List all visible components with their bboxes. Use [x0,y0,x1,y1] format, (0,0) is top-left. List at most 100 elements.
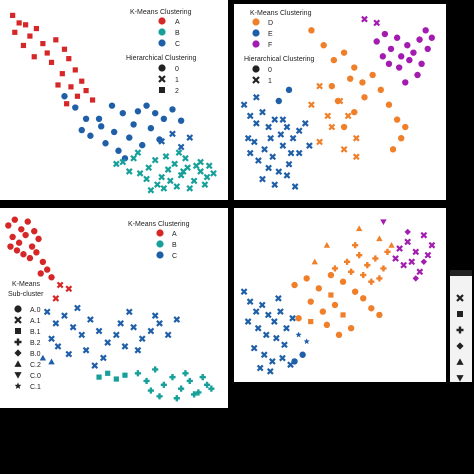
scatter-point-B-plus [152,366,159,373]
cut-legend-marker-x [456,294,464,302]
scatter-point-B-square [105,370,111,376]
scatter-point-A-square [20,42,27,49]
scatter-point-D-triangle-up [388,242,395,248]
scatter-point-D-x [352,153,360,161]
scatter-point-E-circle [299,351,306,358]
scatter-point-A-circle [28,243,36,250]
scatter-point-B-x [160,184,168,192]
scatter-point-A-square [55,82,61,88]
scatter-point-A-circle [5,222,12,229]
scatter-point-C-x [52,319,60,327]
scatter-point-C-x [164,331,172,339]
scatter-point-A-circle [22,231,29,239]
scatter-point-C-x [169,130,176,138]
scatter-point-D-circle [360,295,367,302]
scatter-point-D-circle [361,94,368,101]
legend-box [238,6,328,90]
legend-hue-label: A [172,231,177,238]
scatter-point-F-x [428,241,436,249]
scatter-point-E-x [254,324,262,332]
scatter-point-F-circle [428,34,435,41]
scatter-point-B-x [171,160,179,168]
scatter-point-D-x [352,134,360,142]
scatter-point-B-plus [208,385,215,392]
scatter-point-D-circle [320,42,327,49]
legend-marker-diamond [14,349,22,357]
scatter-point-C-circle [115,147,122,154]
scatter-point-C-circle [110,128,118,136]
scatter-point-E-x [306,142,313,150]
scatter-point-B-x [166,177,174,185]
scatter-point-D-plus [364,262,371,269]
scatter-point-E-x [277,131,285,138]
scatter-point-B-x [158,173,166,181]
scatter-point-A-x [52,295,60,302]
cut-legend-marker-square [457,311,463,317]
scatter-point-D-circle [368,305,375,312]
scatter-point-A-square [89,97,96,103]
scatter-point-C-circle [98,123,105,130]
scatter-point-C-x [54,343,62,350]
scatter-point-E-x [265,164,272,172]
cut-legend-marker-plus [456,326,464,334]
scatter-point-B-x [177,171,185,179]
scatter-point-A-circle [35,235,42,243]
scatter-point-F-x [361,15,368,23]
legend-marker-x [252,76,260,84]
legend-hue-label: B [172,242,177,249]
scatter-point-B-plus [186,377,193,385]
scatter-point-D-circle [328,82,336,90]
scatter-point-C-x [151,312,159,320]
scatter-point-F-circle [381,30,389,38]
scatter-point-D-circle [389,146,397,153]
scatter-point-A-circle [15,239,23,246]
legend-style-label: 0 [175,66,179,73]
scatter-point-F-diamond [420,258,428,265]
scatter-point-C-x [147,327,155,335]
scatter-point-F-circle [402,79,409,86]
scatter-point-E-x [270,318,278,325]
scatter-point-D-circle [402,123,409,131]
chart-marks [5,12,436,402]
scatter-point-A-circle [13,247,21,254]
scatter-point-F-x [396,245,403,252]
scatter-point-B-x [210,169,217,177]
scatter-point-E-x [256,364,264,372]
scatter-point-F-diamond [404,228,411,236]
scatter-point-D-circle [291,281,298,289]
scatter-point-B-x [112,160,120,168]
scatter-point-D-triangle-up [376,235,383,242]
legend-marker-x [14,316,22,324]
scatter-point-F-triangle-down [380,219,387,226]
scatter-point-C-circle [78,126,85,134]
scatter-point-E-x [283,123,291,131]
scatter-point-E-circle [285,86,293,94]
cut-off-legend-panel [450,270,472,382]
scatter-point-C-x [117,319,125,327]
scatter-point-E-x [273,334,280,342]
scatter-point-F-circle [379,53,387,60]
scatter-point-B-x [197,168,204,175]
scatter-point-D-circle [340,49,348,56]
scatter-point-C-circle [139,141,146,149]
scatter-point-E-x [261,145,268,153]
scatter-point-C-x [87,316,94,323]
legend-style-label: B.1 [30,329,41,336]
scatter-point-C-circle [147,125,155,132]
scatter-point-D-plus [360,271,367,279]
scatter-point-F-circle [416,36,423,43]
scatter-point-E-x [268,358,276,365]
scatter-point-C-circle [143,102,150,109]
scatter-point-D-plus [331,265,339,272]
scatter-point-D-circle [398,135,405,142]
scatter-point-E-x [277,308,284,315]
legend-marker-circle [158,64,166,72]
scatter-point-B-x [119,158,127,166]
scatter-point-E-x [240,288,248,296]
scatter-point-B-x [147,186,155,194]
scatter-point-A-x [65,285,73,293]
scatter-point-D-circle [327,271,335,279]
scatter-point-E-x [279,142,287,150]
scatter-point-F-circle [422,27,429,34]
legend-hue-label: C [172,253,177,260]
